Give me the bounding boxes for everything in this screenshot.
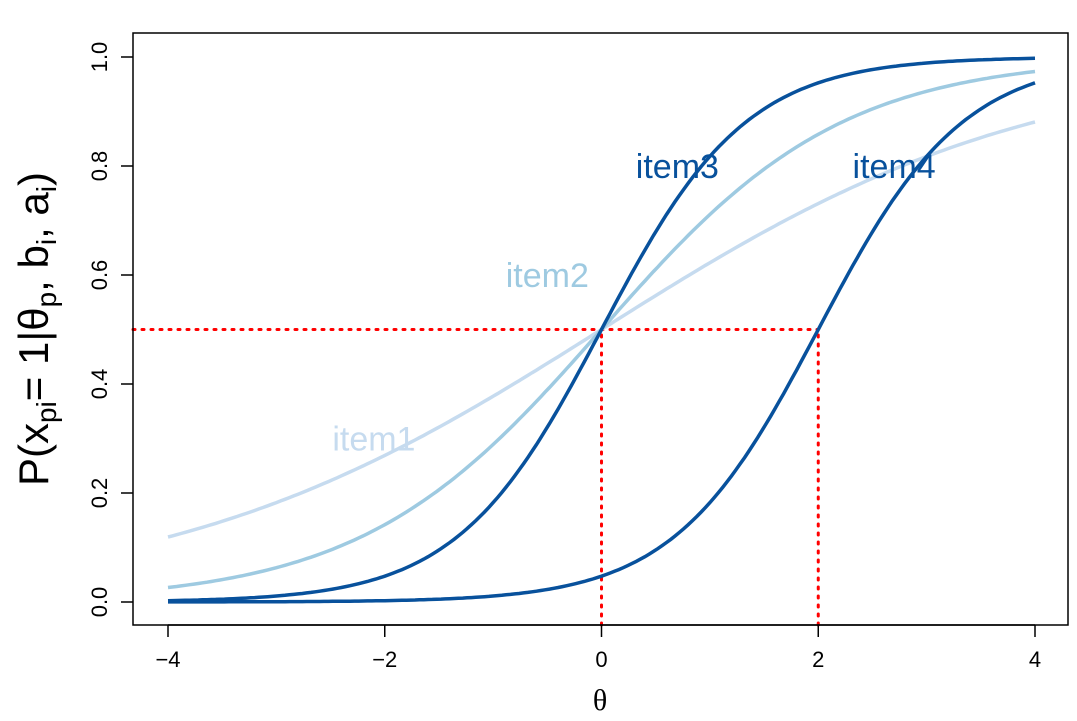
x-tick-label: 4 bbox=[1029, 647, 1041, 672]
y-tick-label: 1.0 bbox=[87, 42, 112, 73]
curve-item3 bbox=[167, 56, 1036, 603]
series-label-item1: item1 bbox=[332, 421, 415, 459]
y-tick-label: 0.6 bbox=[87, 260, 112, 291]
x-tick-label: 2 bbox=[812, 647, 824, 672]
x-tick-label: −4 bbox=[155, 647, 180, 672]
x-axis-label: θ bbox=[593, 684, 607, 717]
y-tick-label: 0.2 bbox=[87, 478, 112, 509]
series-label-item3: item3 bbox=[636, 148, 719, 186]
x-tick-label: 0 bbox=[595, 647, 607, 672]
series-label-item4: item4 bbox=[853, 148, 936, 186]
series-label-item2: item2 bbox=[506, 257, 589, 295]
x-tick-label: −2 bbox=[372, 647, 397, 672]
curve-item4 bbox=[168, 81, 1036, 604]
y-tick-label: 0.8 bbox=[87, 151, 112, 182]
y-tick-label: 0.0 bbox=[87, 587, 112, 618]
y-tick-label: 0.4 bbox=[87, 369, 112, 400]
y-axis-label: P(xpi= 1|θp, bi, ai) bbox=[10, 172, 62, 486]
